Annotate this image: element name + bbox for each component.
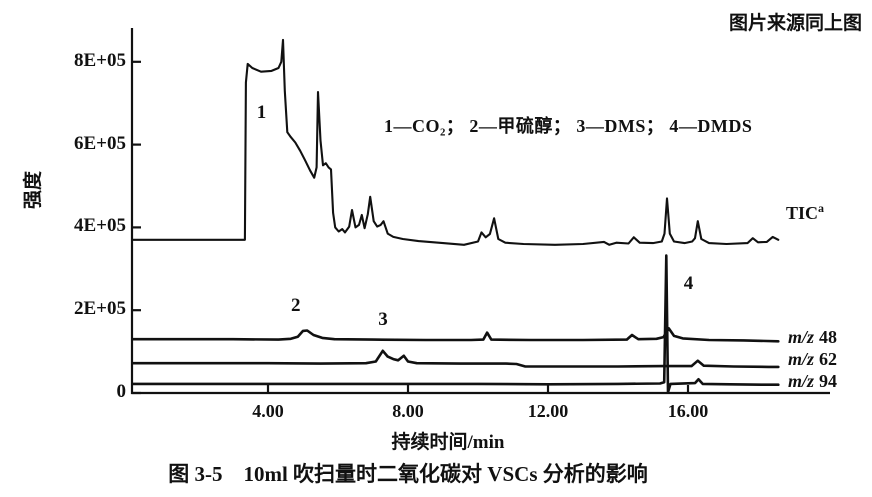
x-tick-label: 8.00 [392, 401, 424, 421]
mz62-value: 62 [819, 349, 838, 369]
peak-label-1: 1 [256, 101, 267, 123]
x-tick-label: 12.00 [527, 401, 569, 421]
y-tick-label: 6E+05 [74, 132, 126, 154]
mz48-value: 48 [819, 327, 838, 347]
trace-mz62 [132, 349, 780, 369]
trace-label-mz62: m/z 62 [788, 350, 837, 368]
peak-legend: 1—CO₂； 2—甲硫醇； 3—DMS； 4—DMDS [384, 116, 753, 136]
peak-label-2: 2 [291, 294, 301, 316]
y-tick-label: 2E+05 [74, 298, 126, 320]
trace-TIC [132, 38, 780, 246]
source-note: 图片来源同上图 [728, 13, 862, 34]
mz62-prefix: m/z [788, 349, 815, 369]
figure-caption: 图 3-5 10ml 吹扫量时二氧化碳对 VSCs 分析的影响 [168, 462, 648, 486]
trace-mz48 [132, 327, 780, 343]
y-tick-label: 8E+05 [74, 49, 126, 71]
peak-label-3: 3 [378, 308, 388, 330]
trace-label-tic: TICa [786, 202, 824, 222]
trace-label-mz48: m/z 48 [788, 328, 837, 346]
trace-label-mz94: m/z 94 [788, 372, 837, 390]
trace-mz94 [132, 254, 780, 394]
y-tick-label: 4E+05 [74, 215, 126, 237]
y-axis-title: 强度 [23, 171, 44, 210]
mz94-value: 94 [819, 371, 838, 391]
peak-label-4: 4 [683, 273, 694, 295]
x-tick-label: 4.00 [252, 401, 284, 421]
tic-footnote-marker: a [818, 201, 825, 215]
y-tick-label: 0 [116, 381, 127, 402]
mz94-prefix: m/z [788, 371, 815, 391]
mz48-prefix: m/z [788, 327, 815, 347]
tic-label-text: TIC [786, 203, 819, 223]
x-tick-label: 16.00 [667, 401, 709, 421]
x-axis-title: 持续时间/min [391, 432, 505, 453]
